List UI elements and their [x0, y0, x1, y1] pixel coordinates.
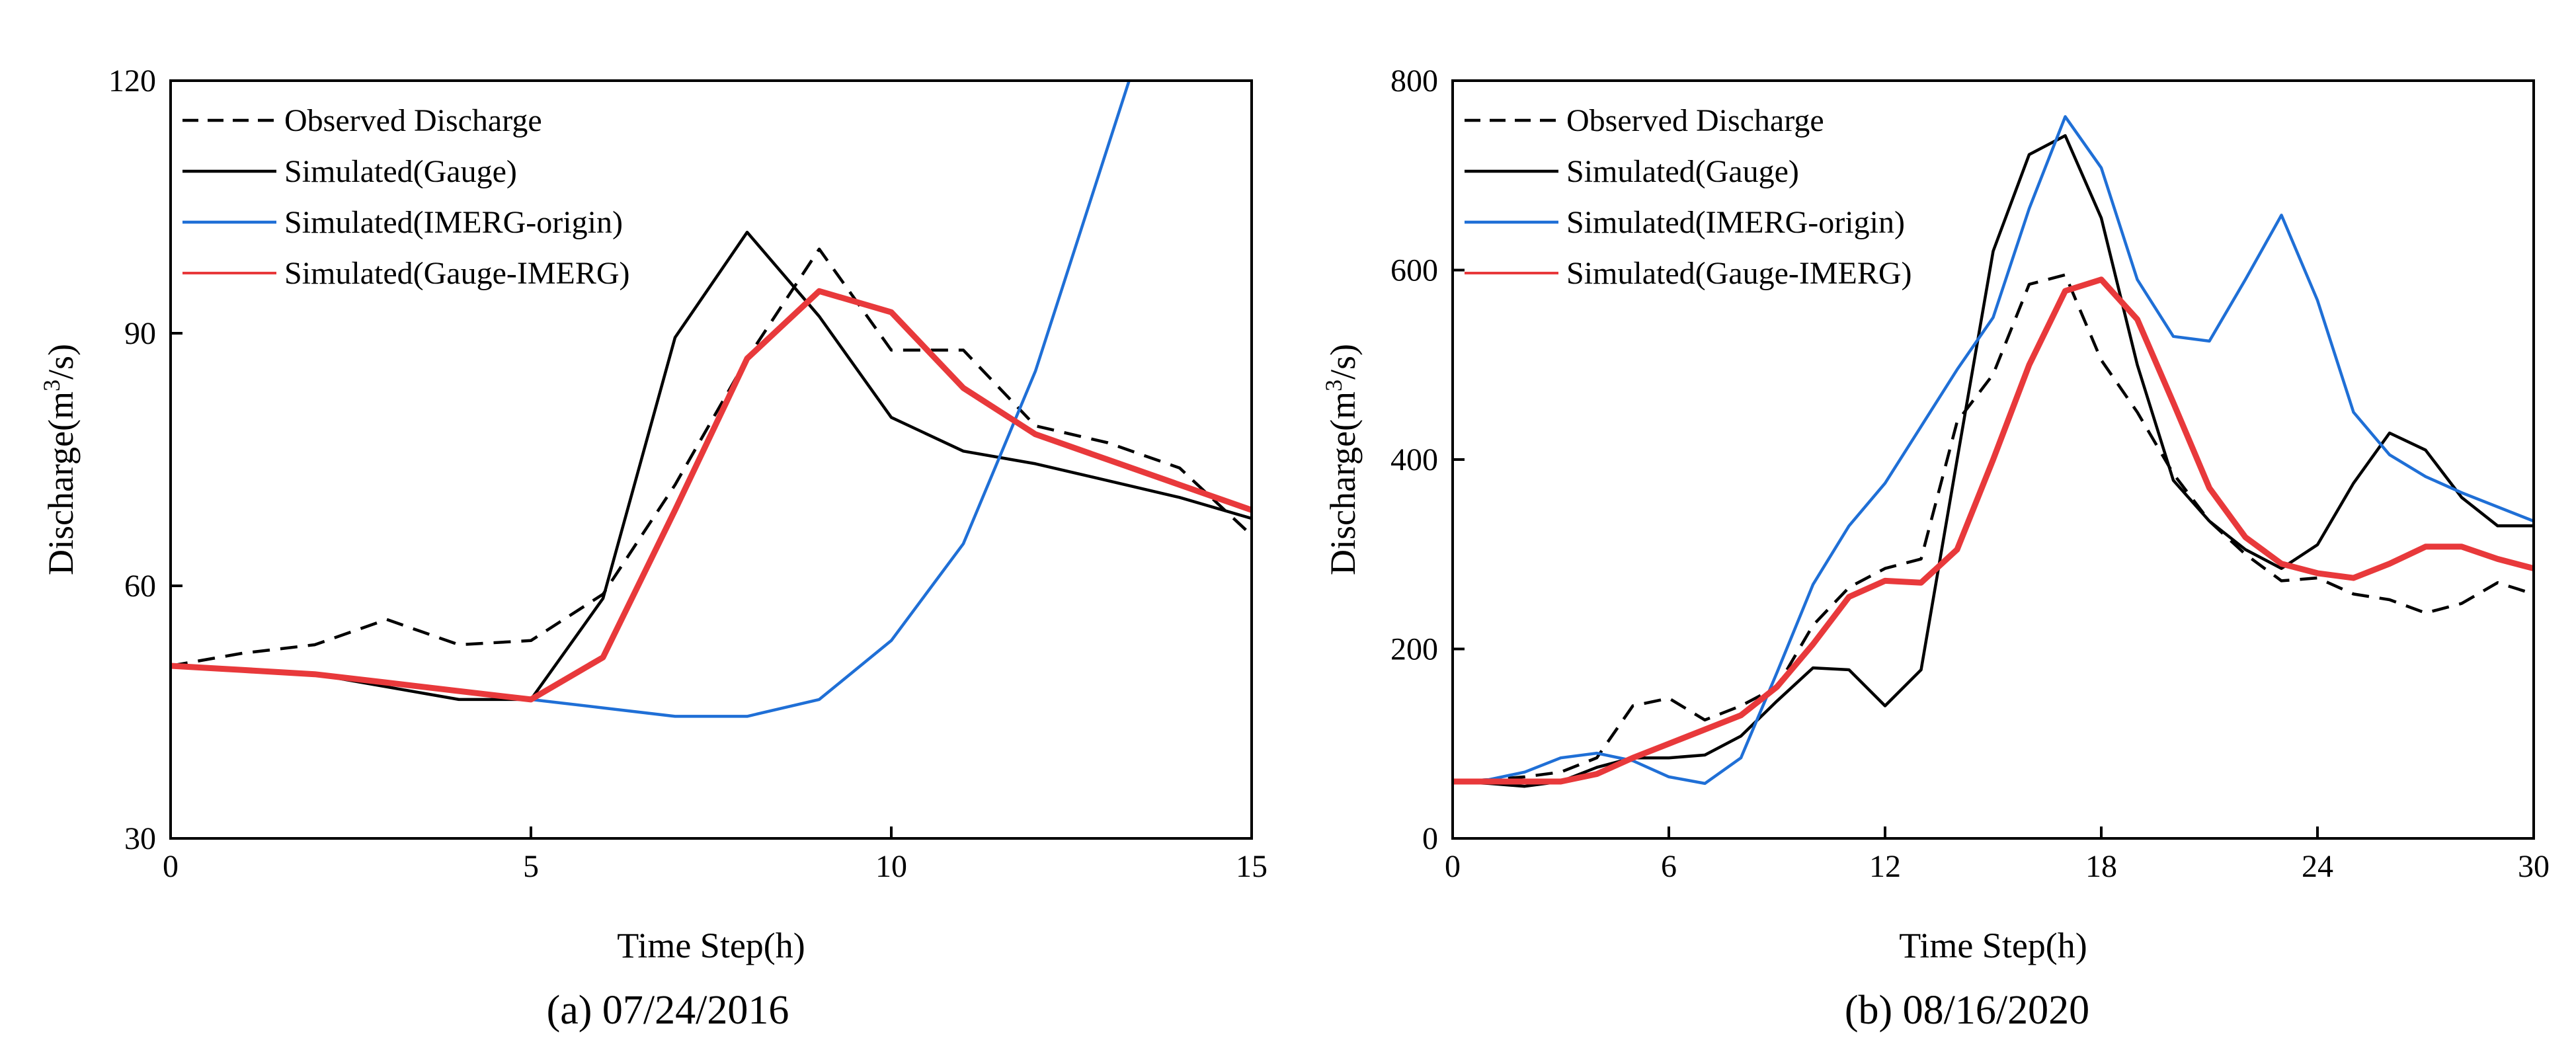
chart-b-x-tick-label-5: 30 — [2518, 849, 2550, 884]
chart-b-caption: (b) 08/16/2020 — [1845, 988, 2089, 1033]
chart-b-x-tick-label-2: 12 — [1869, 849, 1901, 884]
chart-a-series-group — [171, 81, 1252, 718]
chart-a-y-axis-label-prefix: Discharge(m — [41, 391, 81, 575]
chart-a-y-axis-label-suffix: /s) — [41, 344, 81, 380]
chart-b-y-axis-label-prefix: Discharge(m — [1323, 391, 1363, 575]
chart-a-x-axis-label: Time Step(h) — [617, 926, 805, 965]
chart-a-series-line-3 — [171, 288, 1252, 703]
chart-a-legend-label-2: Simulated(IMERG-origin) — [284, 205, 623, 240]
chart-b-y-axis-label-sup: 3 — [1320, 380, 1347, 391]
chart-b-legend-label-3: Simulated(Gauge-IMERG) — [1566, 256, 1912, 291]
chart-b-x-tick-label-3: 18 — [2085, 849, 2117, 884]
chart-a-series-line-0 — [171, 247, 1252, 668]
chart-a-x-tick-label-3: 15 — [1236, 849, 1268, 884]
chart-b-x-tick-label-4: 24 — [2302, 849, 2333, 884]
chart-a-plot-frame — [169, 79, 1253, 840]
chart-a-y-axis-label: Discharge(m3/s) — [38, 344, 81, 575]
chart-b-x-tick-label-0: 0 — [1445, 849, 1461, 884]
chart-a-y-tick-label-3: 120 — [108, 63, 156, 99]
chart-b-y-tick-label-1: 200 — [1390, 632, 1438, 667]
chart-a-legend-label-0: Observed Discharge — [284, 103, 542, 138]
chart-b-series-group — [1453, 115, 2534, 788]
chart-b-x-axis-label: Time Step(h) — [1899, 926, 2087, 965]
chart-a-x-tick-label-0: 0 — [163, 849, 179, 884]
chart-a-y-tick-label-0: 30 — [124, 821, 156, 856]
chart-b-series-line-3 — [1453, 276, 2534, 785]
chart-a-y-tick-label-2: 90 — [124, 316, 156, 351]
chart-b-legend-label-1: Simulated(Gauge) — [1566, 154, 1799, 189]
chart-a-caption: (a) 07/24/2016 — [547, 988, 789, 1033]
chart-b-y-axis-label: Discharge(m3/s) — [1320, 344, 1363, 575]
chart-b-y-tick-label-4: 800 — [1390, 63, 1438, 99]
chart-b-y-tick-label-2: 400 — [1390, 442, 1438, 477]
chart-b-y-tick-label-3: 600 — [1390, 253, 1438, 288]
chart-a-legend-label-1: Simulated(Gauge) — [284, 154, 517, 189]
chart-a-x-tick-label-1: 5 — [523, 849, 539, 884]
chart-a-series-line-1 — [171, 230, 1252, 702]
chart-a-y-axis-label-sup: 3 — [38, 380, 65, 391]
chart-b-y-tick-label-0: 0 — [1422, 821, 1438, 856]
chart-b-series-line-0 — [1453, 273, 2534, 784]
chart-b-legend-label-0: Observed Discharge — [1566, 103, 1824, 138]
chart-b-x-tick-label-1: 6 — [1661, 849, 1677, 884]
chart-a-y-tick-label-1: 60 — [124, 569, 156, 604]
chart-a-legend-label-3: Simulated(Gauge-IMERG) — [284, 256, 630, 291]
chart-b-y-axis-label-suffix: /s) — [1323, 344, 1363, 380]
chart-a-x-tick-label-2: 10 — [875, 849, 907, 884]
chart-b-legend-label-2: Simulated(IMERG-origin) — [1566, 205, 1905, 240]
